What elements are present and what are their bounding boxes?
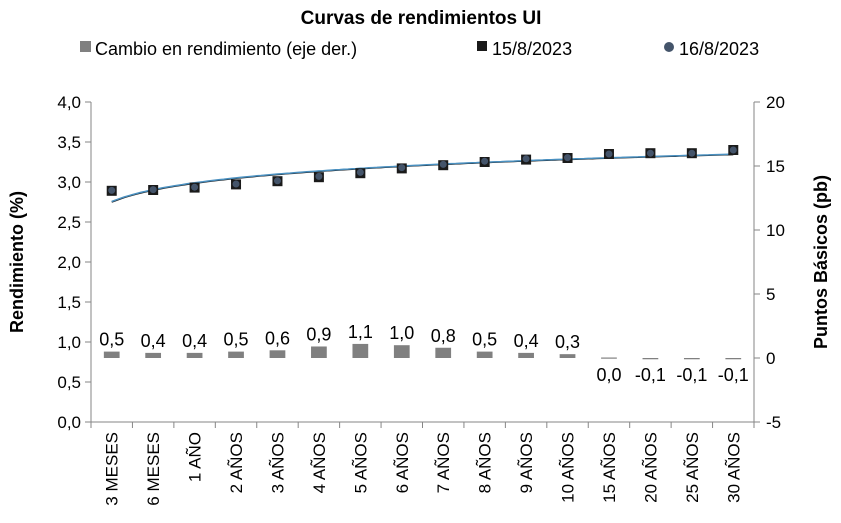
point-16-8	[564, 154, 572, 162]
bar-data-label: 0,4	[182, 331, 207, 351]
y-left-tick-label: 3,5	[57, 133, 81, 152]
x-tick-label: 10 AÑOS	[559, 432, 578, 503]
bar	[559, 354, 576, 358]
bar	[683, 358, 700, 360]
bar	[725, 358, 742, 360]
bars-change	[103, 343, 742, 360]
bar	[601, 357, 617, 359]
x-tick-label: 30 AÑOS	[724, 432, 743, 503]
bar-data-label: 0,4	[514, 331, 539, 351]
x-tick-label: 7 AÑOS	[434, 432, 453, 493]
y-left-tick-label: 4,0	[57, 93, 81, 112]
legend-label-15-8: 15/8/2023	[492, 39, 572, 59]
bar	[352, 343, 369, 358]
x-tick-label: 6 AÑOS	[393, 432, 412, 493]
x-tick-label: 2 AÑOS	[227, 432, 246, 493]
x-tick-label: 1 AÑO	[186, 432, 205, 482]
point-16-8	[481, 157, 489, 165]
bar	[145, 352, 162, 358]
x-tick-label: 6 MESES	[144, 432, 163, 506]
x-tick-label: 3 AÑOS	[268, 432, 287, 493]
point-16-8	[232, 180, 240, 188]
point-16-8	[315, 172, 323, 180]
bar	[103, 351, 120, 358]
bar	[186, 352, 203, 358]
bar	[269, 350, 286, 358]
point-16-8	[273, 177, 281, 185]
trendline	[111, 153, 734, 203]
trendline	[111, 153, 734, 203]
point-16-8	[646, 149, 654, 157]
bar-data-label: 0,0	[596, 365, 621, 385]
x-tick-label: 4 AÑOS	[310, 432, 329, 493]
y-right-tick-label: 20	[766, 93, 785, 112]
bar	[435, 347, 452, 358]
bar	[393, 345, 410, 358]
trendlines	[111, 153, 734, 203]
legend-marker-16-8	[664, 42, 674, 52]
y-right-tick-label: 5	[766, 285, 775, 304]
point-16-8	[191, 183, 199, 191]
y-left-tick-label: 1,5	[57, 293, 81, 312]
bar-data-label: 0,5	[472, 330, 497, 350]
bar	[518, 352, 534, 358]
bar-data-label: 1,0	[389, 323, 414, 343]
bar-data-label: 0,5	[224, 330, 249, 350]
point-16-8	[522, 155, 530, 163]
point-16-8	[398, 164, 406, 172]
bar-data-label: 0,3	[555, 332, 580, 352]
legend-label-change: Cambio en rendimiento (eje der.)	[95, 39, 357, 59]
bar	[642, 358, 659, 360]
y-right-tick-label: 0	[766, 349, 775, 368]
point-16-8	[439, 160, 447, 168]
chart-title: Curvas de rendimientos UI	[301, 8, 542, 29]
bar-data-label: -0,1	[635, 365, 666, 385]
y-left-tick-label: 2,0	[57, 253, 81, 272]
x-tick-label: 9 AÑOS	[517, 432, 536, 493]
bar	[476, 351, 493, 358]
x-tick-label: 3 MESES	[103, 432, 122, 506]
x-tick-label: 15 AÑOS	[600, 432, 619, 503]
x-tick-label: 5 AÑOS	[351, 432, 370, 493]
bar-data-label: 0,6	[265, 328, 290, 348]
bar-data-label: -0,1	[718, 365, 749, 385]
point-16-8	[688, 149, 696, 157]
y-right-axis-title: Puntos Básicos (pb)	[811, 175, 831, 349]
y-left-tick-label: 0,0	[57, 413, 81, 432]
point-16-8	[149, 186, 157, 194]
bar-data-label: -0,1	[676, 365, 707, 385]
point-16-8	[356, 168, 364, 176]
x-tick-label: 20 AÑOS	[641, 432, 660, 503]
bar-data-label: 0,8	[431, 326, 456, 346]
y-right-tick-label: 10	[766, 221, 785, 240]
y-right-tick-label: -5	[766, 413, 781, 432]
y-left-tick-label: 0,5	[57, 373, 81, 392]
legend-marker-change	[80, 41, 91, 52]
axes: 0,0 0,5 1,0 1,5 2,0 2,5 3,0 3,5 4,0 -5 0 5 10 15 20 3 M…	[57, 93, 785, 506]
bar-data-label: 0,9	[306, 324, 331, 344]
x-tick-label: 8 AÑOS	[476, 432, 495, 493]
x-tick-label: 25 AÑOS	[683, 432, 702, 503]
legend-marker-15-8	[477, 41, 487, 51]
y-right-tick-label: 15	[766, 157, 785, 176]
point-16-8	[605, 150, 613, 158]
bar	[228, 351, 244, 358]
point-16-8	[108, 186, 116, 194]
y-left-tick-label: 1,0	[57, 333, 81, 352]
bar-data-label: 0,4	[141, 331, 166, 351]
y-left-tick-label: 2,5	[57, 213, 81, 232]
y-left-axis-title: Rendimiento (%)	[7, 191, 27, 333]
legend-label-16-8: 16/8/2023	[679, 39, 759, 59]
point-16-8	[729, 146, 737, 154]
y-left-tick-label: 3,0	[57, 173, 81, 192]
labels: 0,5 0,4 0,4 0,5 0,6 0,9 1,1 1,0 0,8 0,5 0,4 0,30,0-…	[99, 322, 749, 385]
legend: Cambio en rendimiento (eje der.) 15/8/20…	[80, 39, 759, 59]
points	[106, 145, 739, 196]
bar-data-label: 1,1	[348, 322, 373, 342]
bar	[311, 346, 327, 358]
bar-data-label: 0,5	[99, 330, 124, 350]
